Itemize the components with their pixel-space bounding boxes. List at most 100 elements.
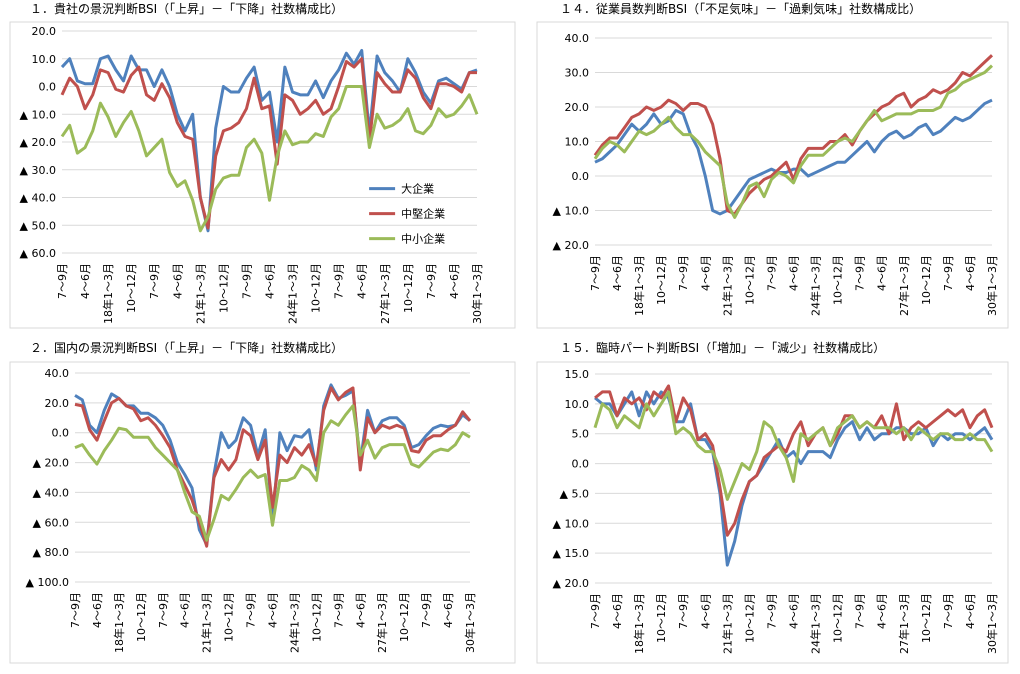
y-tick-label: ▲ 20.0 — [553, 577, 589, 590]
x-tick-label: 7～9月 — [425, 263, 438, 299]
y-tick-label: ▲ 40.0 — [20, 192, 56, 205]
x-tick-label: 7～9月 — [765, 593, 778, 629]
x-tick-label: 4～6月 — [876, 593, 889, 629]
x-tick-label: 10～12月 — [743, 255, 756, 305]
series-line — [60, 48, 478, 233]
series-line — [593, 390, 994, 501]
x-tick-label: 4～6月 — [354, 592, 367, 628]
y-tick-label: ▲ 30.0 — [20, 164, 56, 177]
x-tick-label: 30年1～3月 — [985, 593, 999, 654]
x-tick-label: 21年1～3月 — [193, 263, 207, 324]
x-tick-label: 18年1～3月 — [101, 263, 115, 324]
x-tick-label: 4～6月 — [964, 593, 977, 629]
x-tick-label: 30年1～3月 — [985, 255, 999, 316]
x-tick-label: 4～6月 — [964, 255, 977, 291]
y-tick-label: 0.0 — [572, 458, 590, 471]
x-tick-label: 21年1～3月 — [720, 255, 734, 316]
x-tick-label: 7～9月 — [589, 255, 602, 291]
x-tick-label: 7～9月 — [157, 592, 170, 628]
x-tick-label: 10～12月 — [135, 592, 148, 642]
x-tick-label: 4～6月 — [79, 263, 92, 299]
y-tick-label: ▲ 5.0 — [560, 487, 589, 500]
y-tick-label: ▲ 20.0 — [20, 136, 56, 149]
x-tick-label: 7～9月 — [942, 593, 955, 629]
y-tick-label: 30.0 — [565, 67, 590, 80]
x-tick-label: 10～12月 — [655, 255, 668, 305]
legend-label: 中堅企業 — [401, 207, 445, 221]
y-tick-label: 15.0 — [565, 368, 590, 381]
y-tick-label: ▲ 10.0 — [553, 517, 589, 530]
x-tick-label: 7～9月 — [333, 263, 346, 299]
x-tick-label: 4～6月 — [91, 592, 104, 628]
x-tick-label: 7～9月 — [677, 255, 690, 291]
y-tick-label: 0.0 — [39, 81, 57, 94]
x-tick-label: 10～12月 — [310, 592, 323, 642]
x-tick-label: 24年1～3月 — [286, 263, 300, 324]
y-tick-label: 0.0 — [572, 170, 590, 183]
x-tick-label: 7～9月 — [420, 592, 433, 628]
y-tick-label: 10.0 — [565, 398, 590, 411]
x-tick-label: 4～6月 — [699, 593, 712, 629]
y-tick-label: 10.0 — [32, 53, 57, 66]
x-tick-label: 7～9月 — [589, 593, 602, 629]
y-tick-label: ▲ 10.0 — [20, 108, 56, 121]
x-tick-label: 27年1～3月 — [375, 592, 389, 653]
series-line — [60, 85, 479, 233]
x-tick-label: 24年1～3月 — [287, 592, 301, 653]
series-line — [74, 386, 472, 548]
y-tick-label: ▲ 60.0 — [33, 516, 69, 529]
x-tick-label: 27年1～3月 — [378, 263, 392, 324]
x-tick-label: 4～6月 — [264, 263, 277, 299]
x-tick-label: 4～6月 — [611, 255, 624, 291]
x-tick-label: 4～6月 — [699, 255, 712, 291]
y-tick-label: 5.0 — [572, 428, 590, 441]
x-tick-label: 30年1～3月 — [463, 592, 477, 653]
y-tick-label: 20.0 — [565, 101, 590, 114]
y-tick-label: ▲ 20.0 — [553, 239, 589, 252]
y-tick-label: ▲ 40.0 — [33, 486, 69, 499]
chart-title: １４．従業員数判断BSI（「不足気味」－「過剰気味」社数構成比） — [560, 1, 921, 16]
x-tick-label: 4～6月 — [876, 255, 889, 291]
x-tick-label: 4～6月 — [267, 592, 280, 628]
x-tick-label: 10～12月 — [223, 592, 236, 642]
x-tick-label: 7～9月 — [854, 255, 867, 291]
x-tick-label: 18年1～3月 — [112, 592, 126, 653]
chart-title: １５．臨時パート判断BSI（「増加」－「減少」社数構成比） — [560, 340, 885, 355]
chart-title: １．貴社の景況判断BSI（「上昇」－「下降」社数構成比） — [30, 1, 343, 16]
x-tick-label: 4～6月 — [356, 263, 369, 299]
x-tick-label: 10～12月 — [310, 263, 323, 313]
y-tick-label: ▲ 50.0 — [20, 219, 56, 232]
x-tick-label: 7～9月 — [677, 593, 690, 629]
x-tick-label: 27年1～3月 — [897, 255, 911, 316]
x-tick-label: 10～12月 — [832, 593, 845, 643]
x-tick-label: 7～9月 — [854, 593, 867, 629]
x-tick-label: 18年1～3月 — [632, 255, 646, 316]
x-tick-label: 4～6月 — [788, 593, 801, 629]
y-tick-label: ▲ 10.0 — [553, 205, 589, 218]
x-tick-label: 7～9月 — [240, 263, 253, 299]
y-tick-label: ▲ 20.0 — [33, 457, 69, 470]
x-tick-label: 30年1～3月 — [470, 263, 484, 324]
x-tick-label: 4～6月 — [442, 592, 455, 628]
x-tick-label: 4～6月 — [448, 263, 461, 299]
x-tick-label: 10～12月 — [920, 255, 933, 305]
x-tick-label: 10～12月 — [217, 263, 230, 313]
y-tick-label: 10.0 — [565, 136, 590, 149]
y-tick-label: ▲ 100.0 — [26, 576, 69, 589]
x-tick-label: 10～12月 — [125, 263, 138, 313]
x-tick-label: 4～6月 — [788, 255, 801, 291]
series-line — [593, 64, 994, 219]
chart-panel — [9, 361, 516, 664]
x-tick-label: 21年1～3月 — [720, 593, 734, 654]
y-tick-label: ▲ 60.0 — [20, 247, 56, 260]
x-tick-label: 10～12月 — [402, 263, 415, 313]
series-line — [594, 384, 994, 537]
y-tick-label: ▲ 80.0 — [33, 546, 69, 559]
x-tick-label: 10～12月 — [920, 593, 933, 643]
legend-label: 中小企業 — [401, 232, 445, 246]
x-tick-label: 7～9月 — [942, 255, 955, 291]
x-tick-label: 24年1～3月 — [809, 593, 823, 654]
x-tick-label: 7～9月 — [69, 592, 82, 628]
y-tick-label: 0.0 — [52, 427, 70, 440]
